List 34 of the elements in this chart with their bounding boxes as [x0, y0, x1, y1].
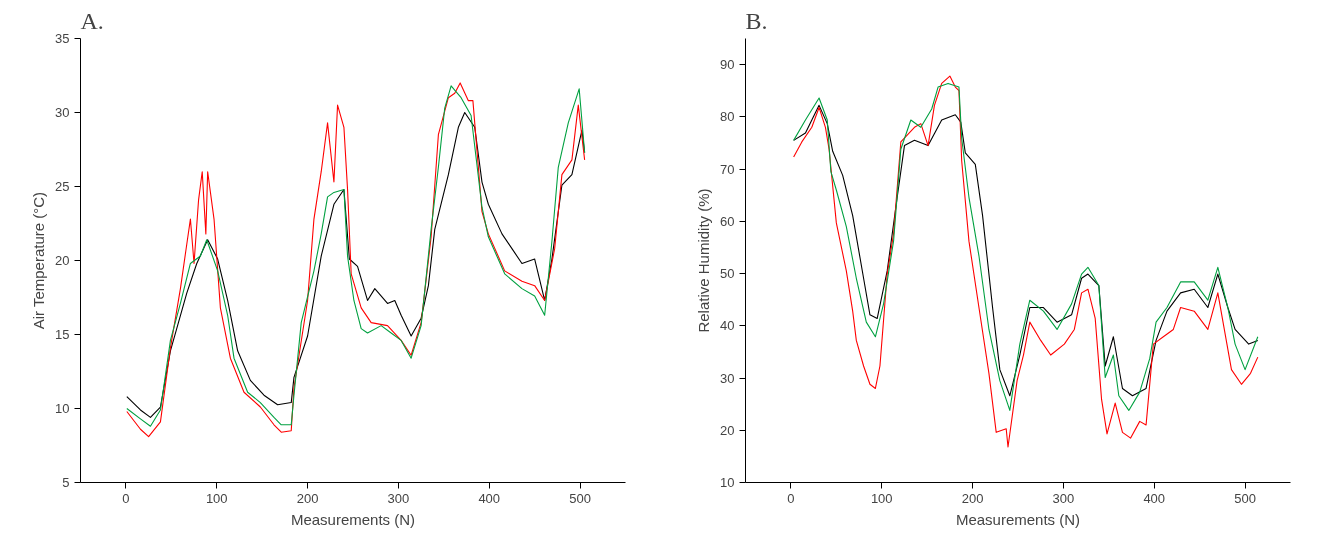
y-tick-label: 50 — [720, 266, 735, 282]
x-tick-label: 0 — [787, 490, 795, 506]
x-tick-label: 400 — [1143, 490, 1166, 506]
y-tick-label: 90 — [720, 57, 735, 73]
y-axis-title: Air Temperature (°C) — [30, 191, 48, 330]
y-tick-label: 80 — [720, 109, 735, 125]
y-tick-label: 20 — [720, 422, 735, 438]
y-tick-label: 25 — [55, 179, 70, 194]
y-axis-title: Relative Humidity (%) — [695, 188, 713, 333]
x-tick-label: 500 — [1234, 490, 1256, 506]
x-axis-title: Measurements (N) — [955, 510, 1081, 528]
x-tick-label: 500 — [569, 490, 591, 506]
chart-title: A. — [80, 7, 104, 34]
y-tick-label: 10 — [720, 475, 735, 490]
y-tick-label: 40 — [720, 318, 735, 334]
x-tick-label: 100 — [205, 490, 228, 506]
y-tick-label: 60 — [720, 213, 735, 229]
y-tick-label: 35 — [55, 31, 70, 46]
y-tick-label: 20 — [55, 253, 70, 268]
x-tick-label: 100 — [870, 490, 893, 506]
y-tick-label: 10 — [55, 401, 70, 416]
y-tick-label: 5 — [62, 475, 70, 490]
x-tick-label: 300 — [387, 490, 410, 506]
x-tick-label: 200 — [296, 490, 319, 506]
x-tick-label: 0 — [122, 490, 130, 506]
y-tick-label: 15 — [55, 327, 70, 342]
x-tick-label: 400 — [478, 490, 501, 506]
y-tick-label: 70 — [720, 161, 735, 177]
chart-title: B. — [745, 7, 768, 34]
y-tick-label: 30 — [720, 370, 735, 386]
x-tick-label: 300 — [1052, 490, 1075, 506]
y-tick-label: 30 — [55, 105, 70, 120]
x-tick-label: 200 — [961, 490, 984, 506]
x-axis-title: Measurements (N) — [290, 510, 416, 528]
